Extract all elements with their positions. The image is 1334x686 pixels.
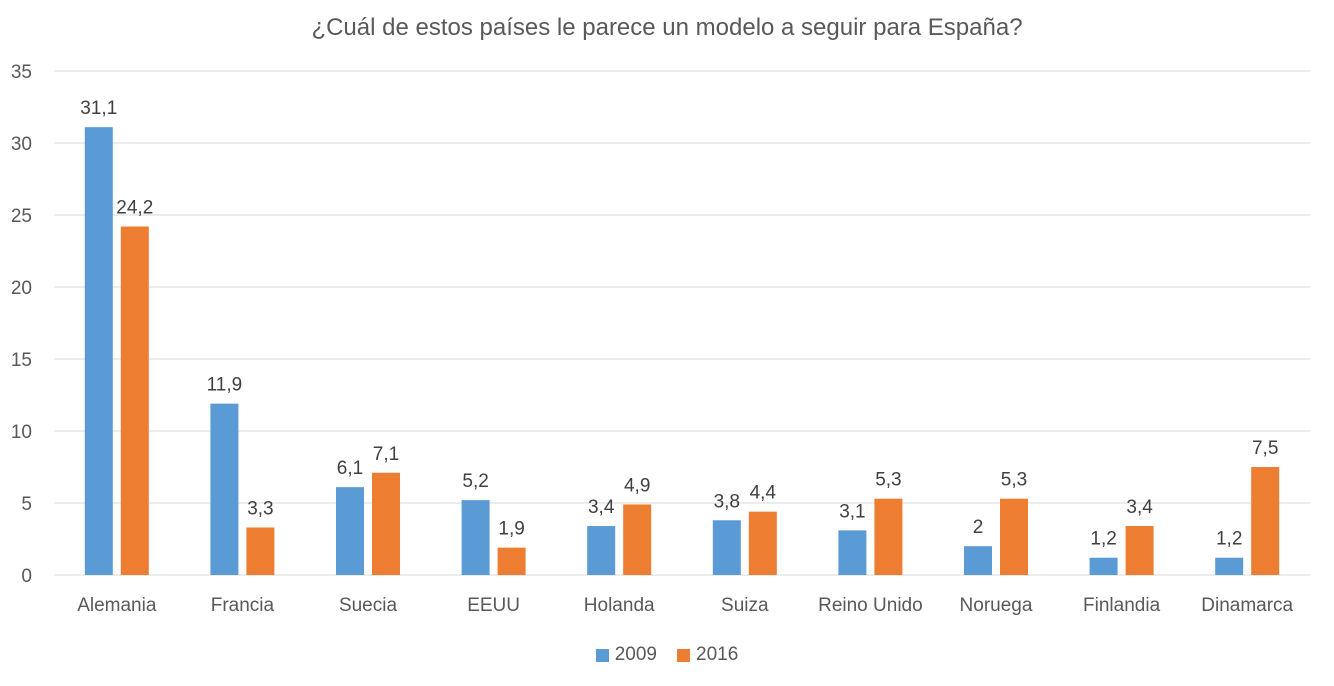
data-label: 4,4 xyxy=(750,483,777,504)
data-label: 31,1 xyxy=(80,98,117,119)
chart-title: ¿Cuál de estos países le parece un model… xyxy=(311,14,1023,41)
legend-swatch-2016 xyxy=(677,648,690,662)
data-label: 5,3 xyxy=(875,470,901,491)
x-tick-label: Alemania xyxy=(77,595,157,616)
bar-2016-eeuu xyxy=(497,547,526,575)
data-label: 24,2 xyxy=(116,198,153,219)
y-tick-label: 10 xyxy=(11,422,32,443)
y-tick-label: 30 xyxy=(11,134,32,155)
y-tick-label: 20 xyxy=(11,278,32,299)
data-label: 3,4 xyxy=(1126,497,1153,518)
bar-2016-suecia xyxy=(372,472,400,575)
data-label: 5,2 xyxy=(462,471,488,492)
bar-2009-francia xyxy=(210,403,239,575)
bar-2009-eeuu xyxy=(461,500,490,575)
bar-2009-holanda xyxy=(587,526,616,575)
bar-2009-suecia xyxy=(336,487,364,575)
bar-2009-finlandia xyxy=(1089,557,1118,575)
bar-2016-reino-unido xyxy=(874,498,903,575)
x-tick-label: Francia xyxy=(211,595,275,616)
data-label: 2 xyxy=(973,517,984,538)
x-tick-label: Suecia xyxy=(339,595,398,616)
bar-2016-suiza xyxy=(748,511,777,575)
data-label: 7,1 xyxy=(373,444,399,465)
x-axis-tick-labels: Alemania Francia Suecia EEUU Holanda Suiza Rei… xyxy=(77,595,1293,616)
data-label: 1,9 xyxy=(498,519,524,540)
legend-item-2009: 2009 xyxy=(595,644,657,666)
data-label: 3,3 xyxy=(247,498,273,519)
data-label: 6,1 xyxy=(337,458,363,479)
legend-label-2009: 2009 xyxy=(614,644,657,665)
data-label: 1,2 xyxy=(1216,529,1242,550)
gridlines xyxy=(54,70,1310,576)
y-tick-label: 5 xyxy=(21,494,32,515)
legend-swatch-2009 xyxy=(595,648,609,662)
legend: 2009 2016 xyxy=(0,644,1334,666)
x-tick-label: Dinamarca xyxy=(1201,595,1293,616)
x-tick-label: EEUU xyxy=(467,595,520,616)
bar-2016-alemania xyxy=(120,226,149,575)
bar-2009-suiza xyxy=(712,520,741,575)
bar-2009-reino-unido xyxy=(838,530,867,575)
bar-2009-noruega xyxy=(964,546,992,575)
data-label: 4,9 xyxy=(624,475,650,496)
bar-2009-alemania xyxy=(84,127,113,575)
y-tick-label: 0 xyxy=(21,566,32,587)
bars xyxy=(84,127,1280,575)
y-tick-label: 35 xyxy=(11,62,32,83)
y-axis-tick-labels: 0 5 10 15 20 25 30 35 xyxy=(11,62,32,587)
y-tick-label: 25 xyxy=(11,206,32,227)
data-label: 3,4 xyxy=(588,497,615,518)
x-tick-label: Reino Unido xyxy=(818,595,923,616)
y-tick-label: 15 xyxy=(11,350,32,371)
data-label: 3,8 xyxy=(714,491,740,512)
legend-label-2016: 2016 xyxy=(696,644,739,665)
data-label: 5,3 xyxy=(1001,470,1027,491)
bar-2016-finlandia xyxy=(1125,526,1154,575)
bar-2016-noruega xyxy=(1000,498,1028,575)
bar-2016-dinamarca xyxy=(1251,467,1280,575)
data-label: 1,2 xyxy=(1090,529,1116,550)
bar-2016-holanda xyxy=(623,504,652,575)
x-tick-label: Suiza xyxy=(721,595,769,616)
bar-2009-dinamarca xyxy=(1215,557,1244,575)
x-tick-label: Noruega xyxy=(960,595,1033,616)
legend-item-2016: 2016 xyxy=(677,644,738,666)
data-label: 11,9 xyxy=(207,375,243,396)
bar-2016-francia xyxy=(246,527,275,575)
data-labels: 31,1 24,2 11,9 3,3 6,1 7,1 5,2 1,9 3,4 4,9 3,8 4,4 3… xyxy=(80,98,1278,550)
x-tick-label: Holanda xyxy=(584,595,655,616)
data-label: 7,5 xyxy=(1252,438,1278,459)
x-tick-label: Finlandia xyxy=(1083,595,1161,616)
data-label: 3,1 xyxy=(839,501,865,522)
